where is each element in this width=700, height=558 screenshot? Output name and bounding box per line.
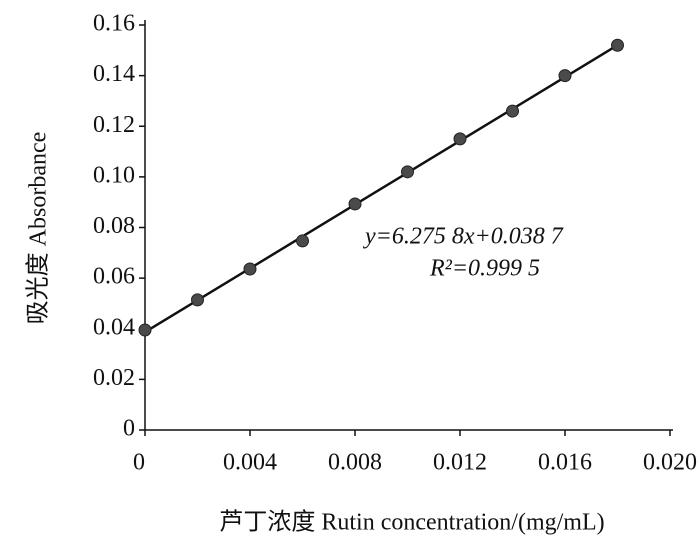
y-axis-label: 吸光度 Absorbance	[25, 132, 52, 325]
y-tick-label: 0.02	[93, 365, 135, 391]
data-point	[401, 165, 414, 179]
equation: y=6.275 8x+0.038 7	[363, 224, 564, 250]
y-tick-label: 0.16	[93, 11, 135, 37]
x-tick-label: 0.012	[433, 450, 487, 476]
data-point	[296, 234, 309, 248]
y-tick-label: 0	[123, 416, 135, 442]
data-point	[348, 197, 362, 211]
data-point	[506, 104, 519, 118]
y-tick-label: 0.08	[93, 213, 135, 239]
data-point	[453, 132, 467, 146]
y-tick-label: 0.06	[93, 264, 135, 290]
r-squared: R²=0.999 5	[429, 256, 540, 282]
y-tick-label: 0.04	[93, 314, 135, 340]
x-tick-label: 0.016	[538, 450, 592, 476]
x-tick-label: 0	[133, 450, 145, 476]
y-tick-label: 0.14	[93, 61, 135, 87]
x-tick-label: 0.020	[643, 450, 697, 476]
x-tick-label: 0.008	[328, 450, 382, 476]
data-point	[138, 323, 152, 337]
data-point	[243, 262, 257, 276]
x-axis-label: 芦丁浓度 Rutin concentration/(mg/mL)	[219, 509, 604, 536]
data-point	[191, 293, 204, 307]
y-tick-label: 0.12	[93, 112, 135, 138]
y-tick-label: 0.10	[93, 162, 135, 188]
trendline	[144, 44, 619, 334]
data-point	[558, 69, 572, 83]
data-point	[611, 38, 624, 52]
x-tick-label: 0.004	[223, 450, 277, 476]
